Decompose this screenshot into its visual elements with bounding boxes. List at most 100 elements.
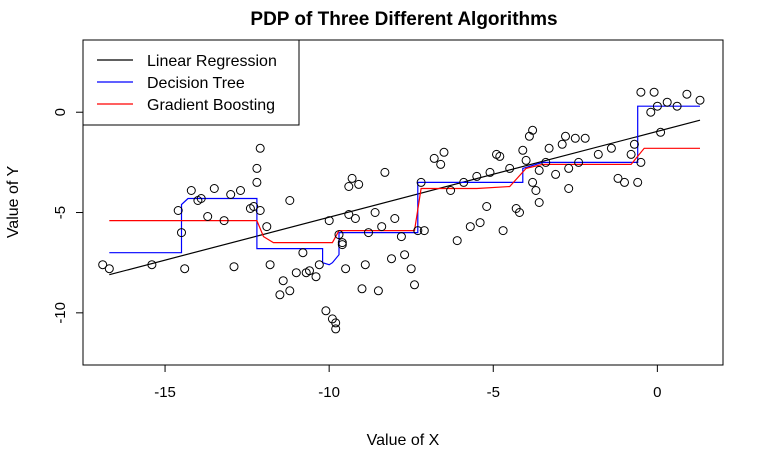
data-point-75 [495, 151, 505, 161]
y-axis: 0 -5 -10 [52, 108, 84, 324]
legend-label-0: Linear Regression [147, 53, 277, 70]
x-axis-label: Value of X [367, 432, 440, 449]
y-axis-label: Value of Y [5, 166, 22, 239]
data-point-91 [557, 139, 567, 149]
data-point-4 [177, 228, 186, 238]
data-point-81 [521, 155, 531, 165]
data-point-34 [324, 216, 334, 226]
data-point-24 [278, 276, 288, 286]
data-point-45 [350, 214, 360, 223]
data-point-0 [98, 260, 108, 270]
data-point-20 [255, 206, 265, 215]
x-tick-label-2: -5 [487, 384, 500, 401]
data-point-70 [472, 171, 482, 181]
data-point-65 [439, 147, 449, 157]
data-point-18 [252, 177, 262, 187]
data-point-67 [452, 236, 462, 246]
data-point-38 [334, 230, 344, 240]
data-point-58 [406, 264, 416, 274]
x-tick-label-3: 0 [653, 384, 661, 401]
data-point-19 [255, 143, 265, 153]
data-point-98 [593, 149, 603, 159]
data-point-66 [446, 186, 456, 195]
data-point-10 [209, 184, 219, 193]
data-point-94 [564, 184, 574, 193]
data-point-59 [410, 280, 419, 290]
data-point-68 [459, 177, 469, 187]
data-point-86 [534, 165, 544, 175]
data-point-80 [518, 145, 528, 155]
data-points [98, 87, 705, 334]
data-point-104 [633, 177, 643, 187]
data-point-44 [347, 173, 357, 183]
y-tick-label-2: -10 [52, 302, 69, 324]
data-point-95 [570, 133, 580, 143]
data-point-25 [285, 196, 295, 205]
legend-label-1: Decision Tree [147, 75, 245, 92]
data-point-84 [528, 125, 538, 135]
data-point-113 [682, 89, 692, 99]
data-point-9 [203, 212, 213, 221]
y-tick-label-0: 0 [52, 108, 69, 116]
data-point-103 [629, 139, 639, 149]
data-point-11 [219, 216, 229, 226]
data-point-48 [360, 260, 370, 270]
data-point-28 [298, 248, 308, 258]
data-point-61 [416, 177, 426, 187]
data-point-17 [252, 163, 262, 173]
data-point-32 [314, 260, 324, 270]
data-point-21 [262, 222, 272, 232]
data-point-97 [580, 133, 590, 143]
data-point-62 [419, 226, 429, 236]
data-point-8 [196, 194, 206, 203]
data-point-83 [528, 177, 538, 187]
data-point-42 [344, 210, 354, 219]
data-point-114 [695, 95, 705, 105]
data-point-14 [236, 186, 245, 195]
data-point-108 [649, 87, 659, 97]
data-point-2 [147, 260, 157, 270]
data-point-31 [311, 272, 321, 282]
data-point-50 [370, 208, 380, 217]
data-point-79 [515, 208, 524, 217]
data-point-55 [390, 214, 400, 223]
data-point-92 [561, 131, 570, 141]
data-point-12 [226, 190, 236, 199]
data-point-13 [229, 262, 239, 272]
data-point-5 [180, 264, 190, 274]
data-point-76 [498, 226, 508, 236]
data-point-105 [636, 157, 646, 167]
data-point-109 [652, 101, 662, 111]
data-point-40 [337, 240, 347, 250]
legend: Linear Regression Decision Tree Gradient B… [82, 39, 300, 126]
y-tick-label-1: -5 [52, 206, 69, 219]
data-point-77 [505, 163, 515, 173]
x-axis: -15 -10 -5 0 [154, 364, 662, 401]
x-tick-label-1: -10 [318, 384, 340, 401]
data-point-56 [396, 232, 406, 242]
legend-label-2: Gradient Boosting [147, 97, 275, 114]
data-point-102 [626, 149, 636, 159]
data-point-100 [613, 173, 623, 183]
series-lines [109, 105, 701, 276]
data-point-60 [413, 226, 423, 236]
data-point-6 [186, 186, 196, 195]
data-point-43 [344, 182, 354, 191]
data-point-69 [465, 222, 475, 232]
data-point-101 [620, 177, 629, 187]
data-point-89 [544, 143, 554, 153]
data-point-57 [400, 250, 410, 260]
data-point-3 [173, 206, 183, 215]
data-point-107 [646, 107, 656, 117]
data-point-54 [387, 254, 396, 264]
data-point-82 [524, 131, 534, 141]
data-point-22 [265, 260, 275, 270]
data-point-106 [636, 87, 646, 97]
data-point-46 [354, 179, 364, 189]
data-point-73 [485, 167, 495, 177]
series-line-0 [109, 119, 701, 276]
data-point-41 [341, 264, 351, 274]
data-point-87 [534, 198, 544, 207]
data-point-1 [104, 264, 114, 274]
data-point-36 [331, 324, 341, 334]
